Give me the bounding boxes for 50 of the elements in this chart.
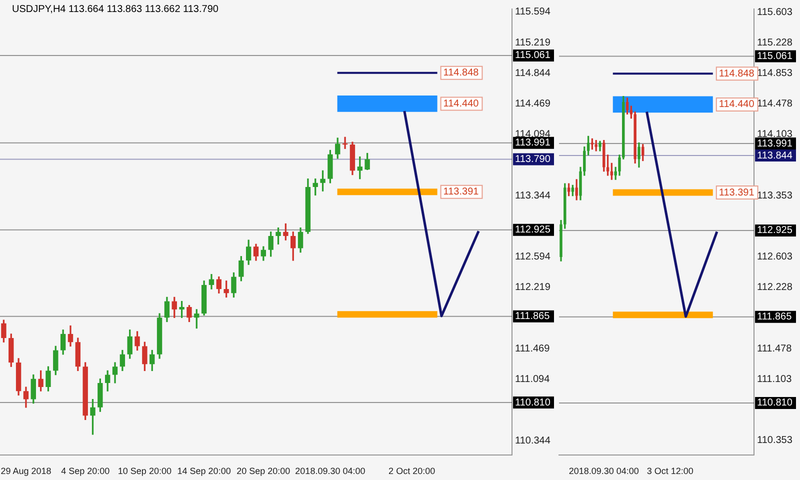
ref-line-label: 113.991: [515, 138, 551, 149]
y-tick-label: 110.344: [515, 435, 551, 446]
y-tick-label: 113.344: [515, 190, 551, 202]
y-tick-label: 114.103: [757, 129, 793, 140]
y-tick-label: 110.353: [757, 435, 793, 446]
y-tick-label: 114.478: [757, 98, 793, 110]
y-tick-label: 115.228: [757, 37, 793, 48]
band-label: 114.440: [443, 98, 480, 110]
ref-line-label: 110.810: [757, 398, 793, 409]
ref-line-label: 115.061: [515, 50, 551, 62]
y-tick-label: 115.594: [515, 6, 551, 18]
ref-line-label: 112.925: [515, 224, 551, 236]
x-tick-label: 2018.09.30 04:00: [568, 466, 639, 476]
y-tick-label: 111.103: [757, 374, 792, 385]
y-tick-label: 112.594: [515, 252, 551, 263]
y-tick-label: 114.844: [515, 68, 551, 79]
candlestick: [342, 136, 348, 149]
x-tick-label: 2018.09.30 04:00: [295, 466, 366, 476]
x-tick-label: 10 Sep 20:00: [118, 466, 172, 476]
y-tick-label: 111.469: [515, 343, 550, 354]
ref-line-label: 112.925: [757, 225, 793, 236]
x-tick-label: 4 Sep 20:00: [61, 466, 110, 476]
y-tick-label: 112.219: [515, 282, 551, 294]
x-tick-label: 3 Oct 12:00: [646, 466, 694, 476]
ref-line-label: 111.865: [757, 312, 792, 323]
y-tick-label: 113.353: [757, 190, 793, 202]
y-tick-label: 114.469: [515, 98, 551, 110]
ref-line-label: 113.991: [757, 138, 793, 150]
ref-line-label: 111.865: [515, 311, 550, 322]
band-label: 114.440: [718, 99, 755, 110]
y-tick-label: 114.853: [757, 68, 793, 79]
y-tick-label: 112.228: [757, 282, 793, 294]
ref-line-label: 110.810: [515, 397, 551, 408]
band-label: 113.391: [718, 187, 755, 198]
x-tick-label: 14 Sep 20:00: [177, 466, 231, 476]
x-tick-label: 2 Oct 20:00: [388, 466, 436, 476]
band-label: 114.848: [443, 68, 480, 79]
ref-line-label: 113.790: [515, 154, 551, 165]
band-label: 113.391: [443, 186, 480, 198]
y-tick-label: 111.094: [515, 374, 550, 386]
x-tick-label: 29 Aug 2018: [0, 466, 52, 476]
ref-line-label: 113.844: [757, 150, 793, 162]
ref-line-label: 115.061: [757, 50, 793, 62]
y-tick-label: 111.478: [757, 343, 792, 354]
y-tick-label: 115.219: [515, 37, 551, 48]
y-tick-label: 115.603: [757, 6, 793, 18]
band-label: 114.848: [718, 68, 755, 80]
x-tick-label: 20 Sep 20:00: [236, 466, 290, 476]
chart-title: USDJPY,H4 113.664 113.863 113.662 113.790: [12, 4, 219, 15]
y-tick-label: 112.603: [757, 251, 793, 262]
